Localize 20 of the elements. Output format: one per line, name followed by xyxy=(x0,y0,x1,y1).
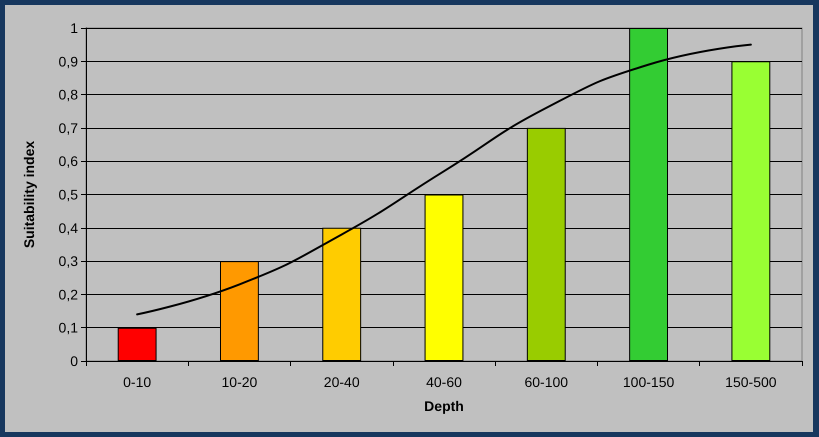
x-tick-label: 0-10 xyxy=(123,374,152,390)
x-axis-title: Depth xyxy=(424,398,464,414)
y-tick-label: 0,7 xyxy=(58,120,78,136)
x-tick-label: 20-40 xyxy=(324,374,360,390)
y-axis-title: Suitability index xyxy=(21,140,37,248)
y-tick-label: 0,5 xyxy=(58,186,78,202)
y-tick-label: 0,3 xyxy=(58,253,78,270)
y-tick-label: 0,6 xyxy=(58,153,78,170)
x-tick-label: 150-500 xyxy=(725,374,777,390)
y-tick-label: 0,8 xyxy=(58,86,78,103)
x-tick-label: 100-150 xyxy=(622,374,674,390)
y-tick-label: 0,9 xyxy=(58,53,78,70)
x-tick-label: 40-60 xyxy=(426,374,462,390)
y-tick-label: 0,1 xyxy=(58,320,78,336)
y-tick-label: 0 xyxy=(70,353,78,369)
x-tick-label: 10-20 xyxy=(222,374,258,390)
y-tick-label: 0,2 xyxy=(58,286,78,302)
y-tick-label: 0,4 xyxy=(58,220,78,236)
y-tick-label: 1 xyxy=(70,20,78,36)
x-tick-label: 60-100 xyxy=(524,374,568,390)
